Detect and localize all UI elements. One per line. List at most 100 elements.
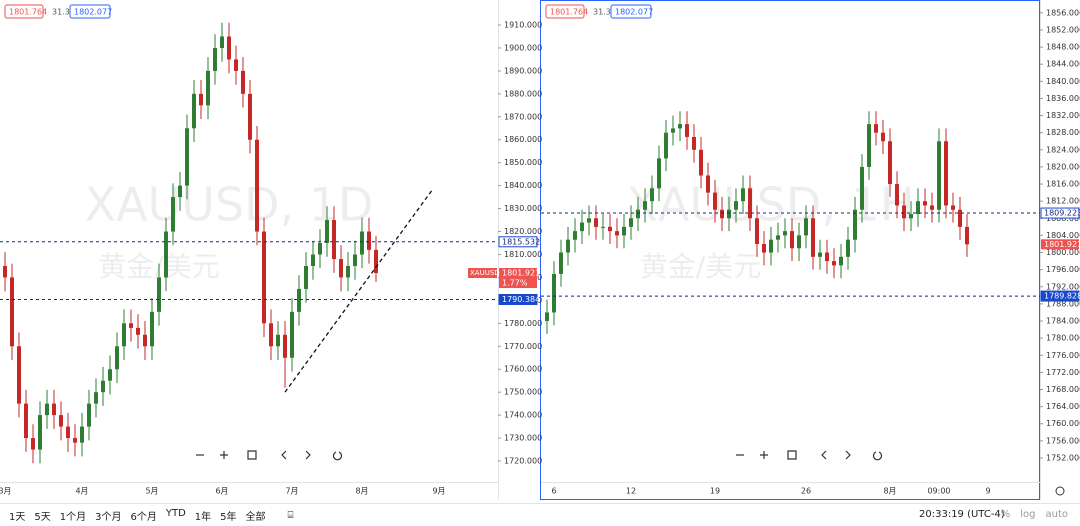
- range-group: 1天 5天 1个月 3个月 6个月 YTD 1年 5年 全部: [0, 508, 266, 523]
- candle-body: [38, 415, 42, 450]
- candle-body: [136, 327, 140, 335]
- candle-body: [699, 149, 703, 176]
- candle-body: [73, 438, 77, 443]
- candle-body: [10, 277, 14, 347]
- candle-body: [353, 254, 357, 266]
- range-button[interactable]: 5天: [34, 511, 51, 523]
- header-box: [610, 4, 652, 19]
- range-button[interactable]: YTD: [165, 507, 186, 519]
- nav-button[interactable]: [787, 450, 797, 460]
- range-button[interactable]: 6个月: [130, 511, 157, 523]
- candle-body: [150, 311, 154, 347]
- y-tick-label: 1780.000: [504, 319, 542, 328]
- watermark-title: XAUUSD, 1D: [85, 178, 374, 232]
- y-tick-label: 1804.000: [1046, 231, 1080, 240]
- last-price-box: [1041, 239, 1079, 250]
- nav-button[interactable]: [281, 450, 287, 460]
- candle-body: [629, 218, 633, 227]
- candle-body: [706, 175, 710, 193]
- candle-body: [346, 265, 350, 278]
- charts: XAUUSD, 1D 黄金/美元 1720.000 1730.000 1740.000 1…: [0, 0, 1080, 500]
- candle-body: [241, 70, 245, 94]
- y-tick-label: 1764.000: [1046, 402, 1080, 411]
- nav-button[interactable]: [305, 450, 311, 460]
- candle-body: [587, 218, 591, 223]
- candle-body: [657, 158, 661, 189]
- candle-body: [276, 334, 280, 347]
- y-tick-label: 1848.000: [1046, 43, 1080, 52]
- candle-body: [283, 334, 287, 358]
- candle-body: [664, 132, 668, 159]
- candle-body: [360, 231, 364, 255]
- y-tick-label: 1780.000: [1046, 334, 1080, 343]
- y-tick-label: 1836.000: [1046, 94, 1080, 103]
- candle-body: [888, 141, 892, 185]
- nav-button[interactable]: [332, 451, 343, 461]
- watermark-title: XAUUSD, 1H: [626, 178, 914, 232]
- date-range-icon[interactable]: ⌸: [287, 509, 294, 521]
- candle-body: [297, 288, 301, 312]
- x-tick-label: 6月: [215, 487, 228, 496]
- candle-body: [108, 369, 112, 381]
- candle-body: [311, 254, 315, 266]
- y-tick-label: 1852.000: [1046, 25, 1080, 34]
- nav-button[interactable]: [220, 451, 228, 459]
- nav-button[interactable]: [872, 451, 883, 461]
- nav-button[interactable]: [247, 450, 257, 460]
- scale-option[interactable]: auto: [1045, 509, 1068, 520]
- level-label-box: [498, 293, 538, 305]
- candle-body: [157, 277, 161, 312]
- candle-body: [332, 220, 336, 260]
- scale-options: % log auto: [991, 509, 1068, 520]
- y-tick-label: 1810.000: [504, 250, 542, 259]
- candle-body: [94, 392, 98, 404]
- scale-option[interactable]: %: [1000, 509, 1011, 520]
- candle-body: [3, 265, 7, 278]
- candle-body: [559, 252, 563, 274]
- candle-body: [720, 209, 724, 219]
- range-button[interactable]: 全部: [245, 511, 266, 523]
- x-tick-label: 12: [626, 487, 636, 496]
- candle-body: [17, 346, 21, 404]
- level-label-box: [1040, 290, 1080, 302]
- y-tick-label: 1820.000: [1046, 162, 1080, 171]
- y-tick-label: 1800.000: [1046, 248, 1080, 257]
- range-button[interactable]: 5年: [220, 511, 237, 523]
- candle-body: [234, 59, 238, 71]
- settings-icon[interactable]: [1055, 486, 1065, 496]
- range-button[interactable]: 1天: [9, 511, 26, 523]
- candle-body: [101, 380, 105, 393]
- range-button[interactable]: 1个月: [59, 511, 87, 523]
- candle-body: [199, 93, 203, 106]
- x-tick-label: 8月: [883, 487, 896, 496]
- candle-body: [622, 226, 626, 236]
- candle-body: [601, 226, 605, 228]
- candle-body: [804, 218, 808, 236]
- header-box: [4, 4, 44, 19]
- nav-button[interactable]: [845, 450, 851, 460]
- nav-button[interactable]: [821, 450, 827, 460]
- range-button[interactable]: 3个月: [95, 511, 122, 523]
- y-tick-label: 1860.000: [504, 135, 542, 144]
- candle-body: [734, 201, 738, 210]
- candle-body: [269, 323, 273, 347]
- candle-body: [769, 239, 773, 253]
- range-button[interactable]: 1年: [194, 511, 212, 523]
- candle-body: [776, 235, 780, 240]
- y-tick-label: 1910.000: [504, 21, 542, 30]
- y-tick-label: 1850.000: [504, 158, 542, 167]
- candle-body: [713, 192, 717, 210]
- scale-option[interactable]: log: [1020, 509, 1036, 520]
- y-tick-label: 1840.000: [1046, 77, 1080, 86]
- nav-button[interactable]: [760, 451, 768, 459]
- candle-body: [797, 235, 801, 249]
- candle-body: [248, 93, 252, 140]
- y-tick-label: 1788.000: [1046, 299, 1080, 308]
- level-label: 1815.532: [502, 237, 540, 246]
- candle-body: [80, 426, 84, 443]
- candle-body: [115, 346, 119, 370]
- candle-body: [790, 231, 794, 249]
- candle-body: [643, 201, 647, 210]
- candle-body: [825, 252, 829, 262]
